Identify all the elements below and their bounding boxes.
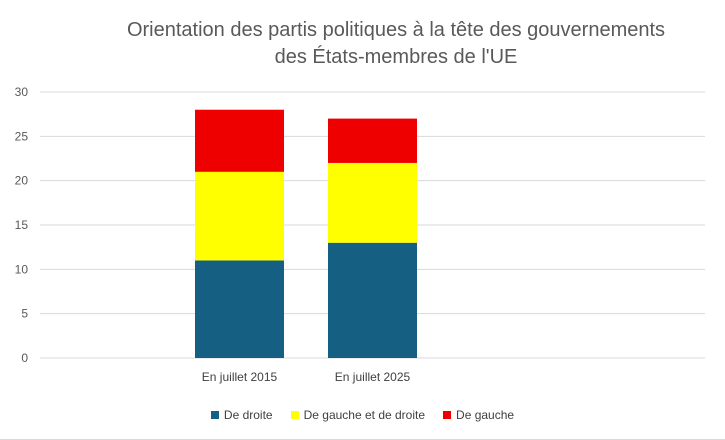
bar-segment-2-1 [328, 242, 417, 358]
bar-segment-1-1 [195, 260, 284, 358]
legend-item: De gauche et de droite [290, 408, 426, 422]
bar-segment-1-3 [195, 109, 284, 172]
y-tick-label: 25 [15, 129, 29, 143]
x-axis-category-labels: En juillet 2015 En juillet 2025 [202, 370, 411, 384]
legend-label: De gauche [456, 408, 515, 422]
legend-swatch [443, 411, 452, 419]
legend-item: De gauche [443, 408, 514, 422]
y-tick-label: 10 [15, 262, 29, 276]
y-tick-label: 20 [15, 174, 29, 188]
y-tick-label: 15 [15, 218, 29, 232]
y-tick-label: 5 [21, 307, 28, 321]
legend-swatch [210, 411, 219, 419]
chart-title-line-2: des États-membres de l'UE [274, 46, 518, 68]
legend: De droite De gauche et de droite De gauche [0, 408, 725, 422]
legend-swatch [290, 411, 299, 419]
chart-title-line-1: Orientation des partis politiques à la t… [126, 19, 666, 41]
legend-label: De gauche et de droite [303, 408, 426, 422]
bars [195, 109, 417, 358]
bar-segment-1-2 [195, 171, 284, 261]
bar-segment-2-2 [328, 162, 417, 243]
bar-segment-2-3 [328, 118, 417, 163]
x-category-label: En juillet 2015 [202, 370, 278, 384]
x-category-label: En juillet 2025 [335, 370, 411, 384]
y-tick-label: 0 [21, 351, 28, 365]
legend-item: De droite [210, 408, 273, 422]
legend-label: De droite [223, 408, 273, 422]
y-axis-tick-labels: 0 5 10 15 20 25 30 [15, 85, 29, 365]
y-tick-label: 30 [15, 85, 29, 99]
